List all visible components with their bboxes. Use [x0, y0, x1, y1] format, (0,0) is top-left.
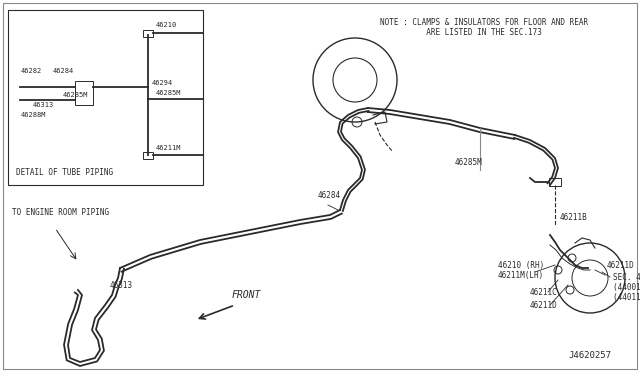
Text: 46313: 46313 [33, 102, 54, 108]
Text: 46282: 46282 [21, 68, 42, 74]
Text: 46313: 46313 [110, 281, 133, 290]
Text: SEC. 441: SEC. 441 [613, 273, 640, 282]
Text: 46284: 46284 [318, 191, 341, 200]
Text: 46210: 46210 [156, 22, 177, 28]
Text: 46288M: 46288M [21, 112, 47, 118]
Bar [549, 178, 561, 186]
Bar [143, 30, 153, 37]
Text: ARE LISTED IN THE SEC.173: ARE LISTED IN THE SEC.173 [380, 28, 542, 37]
Text: 46210 (RH): 46210 (RH) [498, 261, 544, 270]
Text: 46211C: 46211C [530, 288, 557, 297]
Text: (44011 LH): (44011 LH) [613, 293, 640, 302]
Bar [75, 81, 93, 105]
Text: 46211D: 46211D [530, 301, 557, 310]
Text: DETAIL OF TUBE PIPING: DETAIL OF TUBE PIPING [16, 168, 113, 177]
Bar [8, 10, 203, 185]
Text: 46285M: 46285M [156, 90, 182, 96]
Text: 46211M(LH): 46211M(LH) [498, 271, 544, 280]
Text: 46285M: 46285M [63, 92, 88, 98]
Text: 46294: 46294 [152, 80, 173, 86]
Text: FRONT: FRONT [232, 290, 261, 300]
Text: 46285M: 46285M [455, 158, 483, 167]
Text: J4620257: J4620257 [568, 351, 611, 360]
Bar [143, 152, 153, 159]
Text: TO ENGINE ROOM PIPING: TO ENGINE ROOM PIPING [12, 208, 109, 217]
Text: 46211D: 46211D [607, 261, 635, 270]
Text: 46211B: 46211B [560, 213, 588, 222]
Text: 46284: 46284 [53, 68, 74, 74]
Text: NOTE : CLAMPS & INSULATORS FOR FLOOR AND REAR: NOTE : CLAMPS & INSULATORS FOR FLOOR AND… [380, 18, 588, 27]
Text: (44001 RH): (44001 RH) [613, 283, 640, 292]
Text: 46211M: 46211M [156, 145, 182, 151]
